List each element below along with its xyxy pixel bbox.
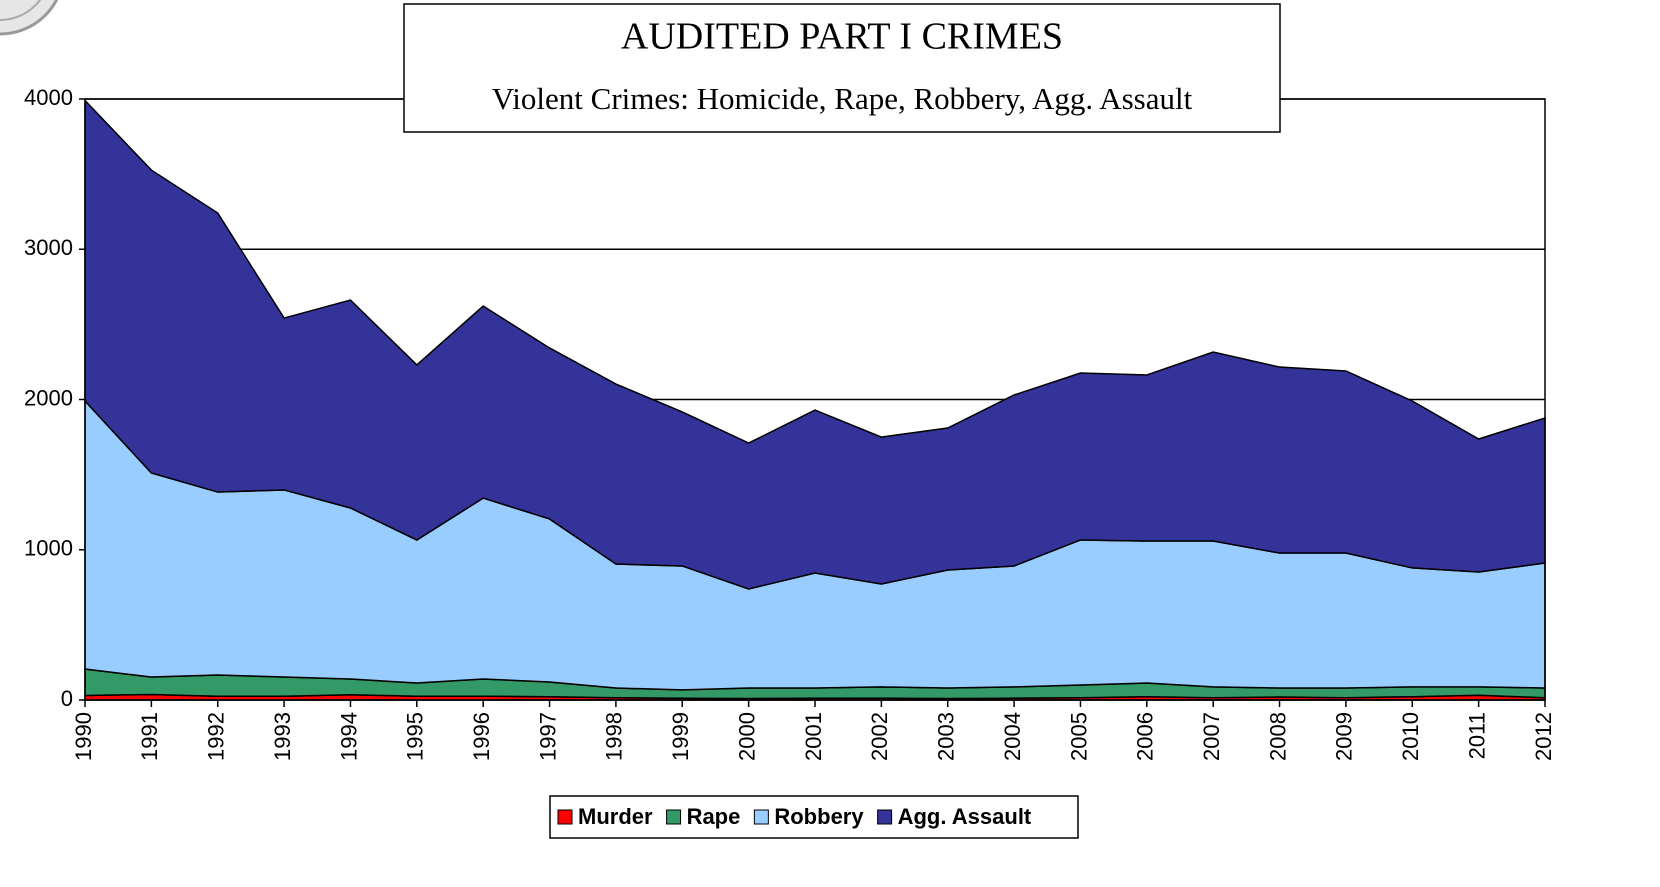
x-tick-label: 2005 [1066, 712, 1091, 761]
x-tick-label: 1994 [336, 712, 361, 761]
x-tick-label: 1995 [403, 712, 428, 761]
x-tick-label: 1997 [535, 712, 560, 761]
chart-title: AUDITED PART I CRIMES [621, 16, 1063, 58]
legend-label: Robbery [774, 804, 864, 829]
x-tick-label: 2012 [1531, 712, 1556, 761]
x-tick-label: 1999 [668, 712, 693, 761]
y-tick-label: 2000 [24, 385, 73, 410]
title-box [403, 3, 1281, 133]
legend-swatch [753, 809, 769, 825]
x-tick-label: 1992 [204, 712, 229, 761]
y-tick-label: 1000 [24, 536, 73, 561]
seal-logo [0, 0, 59, 36]
x-tick-label: 2002 [867, 712, 892, 761]
x-tick-label: 2001 [801, 712, 826, 761]
legend-label: Rape [687, 804, 741, 829]
x-tick-label: 2007 [1199, 712, 1224, 761]
x-tick-label: 1998 [602, 712, 627, 761]
y-tick-label: 3000 [24, 235, 73, 260]
x-tick-label: 2004 [1000, 712, 1025, 761]
legend-swatch [666, 809, 682, 825]
x-tick-label: 1991 [137, 712, 162, 761]
legend-label: Murder [578, 804, 653, 829]
chart-subtitle: Violent Crimes: Homicide, Rape, Robbery,… [492, 81, 1193, 116]
x-tick-label: 1993 [270, 712, 295, 761]
x-tick-label: 2003 [934, 712, 959, 761]
legend-box [549, 795, 1079, 839]
y-tick-label: 4000 [24, 85, 73, 110]
x-tick-label: 2006 [1133, 712, 1158, 761]
x-tick-label: 2008 [1265, 712, 1290, 761]
legend-swatch [557, 809, 573, 825]
x-tick-label: 2000 [734, 712, 759, 761]
x-tick-label: 2009 [1332, 712, 1357, 761]
legend-swatch [877, 809, 893, 825]
x-tick-label: 2010 [1398, 712, 1423, 761]
x-tick-label: 1990 [71, 712, 96, 761]
x-tick-label: 1996 [469, 712, 494, 761]
y-tick-label: 0 [61, 686, 73, 711]
legend-label: Agg. Assault [898, 804, 1032, 829]
x-tick-label: 2011 [1464, 712, 1489, 759]
